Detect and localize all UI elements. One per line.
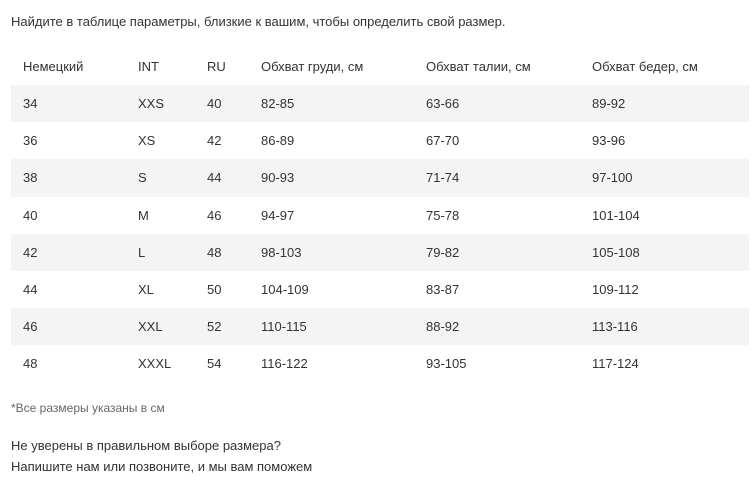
cell-waist: 79-82: [426, 244, 460, 260]
help-contact-text: Напишите нам или позвоните, и мы вам пом…: [11, 459, 313, 474]
cell-waist: 71-74: [426, 170, 460, 186]
cell-ru: 46: [207, 207, 222, 223]
cell-chest: 86-89: [261, 133, 295, 149]
cell-chest: 104-109: [261, 282, 309, 298]
help-message: Не уверены в правильном выборе размера? …: [11, 435, 312, 477]
cell-int: XXXL: [138, 356, 172, 372]
cell-ru: 50: [207, 282, 222, 298]
cell-german: 40: [23, 207, 38, 223]
size-table-body: 34 XXS 40 82-85 63-66 89-92 36 XS 42 86-…: [11, 85, 749, 383]
header-row: Немецкий INT RU Обхват груди, см Обхват …: [11, 48, 749, 85]
cell-waist: 93-105: [426, 356, 467, 372]
cell-chest: 110-115: [261, 319, 307, 335]
cell-chest: 90-93: [261, 170, 295, 186]
cell-hips: 97-100: [592, 170, 633, 186]
table-row: 48 XXXL 54 116-122 93-105 117-124: [11, 345, 749, 382]
cell-hips: 113-116: [592, 319, 638, 335]
cell-waist: 63-66: [426, 96, 460, 112]
header-german: Немецкий: [23, 59, 84, 74]
cell-ru: 54: [207, 356, 222, 372]
cell-waist: 88-92: [426, 319, 460, 335]
cell-ru: 48: [207, 244, 222, 260]
table-row: 36 XS 42 86-89 67-70 93-96: [11, 122, 749, 159]
cell-hips: 117-124: [592, 356, 639, 372]
header-int: INT: [138, 59, 159, 74]
cell-german: 42: [23, 244, 38, 260]
cell-hips: 89-92: [592, 96, 626, 112]
cell-int: XXS: [138, 96, 165, 112]
cell-waist: 67-70: [426, 133, 460, 149]
cell-german: 48: [23, 356, 38, 372]
cell-chest: 98-103: [261, 244, 302, 260]
cell-hips: 93-96: [592, 133, 626, 149]
size-chart-table: Немецкий INT RU Обхват груди, см Обхват …: [11, 48, 749, 383]
cell-german: 46: [23, 319, 38, 335]
table-row: 42 L 48 98-103 79-82 105-108: [11, 233, 749, 271]
cell-hips: 109-112: [592, 282, 639, 298]
cell-chest: 116-122: [261, 356, 308, 372]
cell-ru: 52: [207, 319, 222, 335]
table-row: 44 XL 50 104-109 83-87 109-112: [11, 271, 749, 308]
cell-german: 34: [23, 96, 38, 112]
table-row: 40 M 46 94-97 75-78 101-104: [11, 197, 749, 234]
cell-int: S: [138, 170, 147, 186]
sizes-unit-note: *Все размеры указаны в см: [11, 401, 165, 415]
table-row: 38 S 44 90-93 71-74 97-100: [11, 159, 749, 197]
cell-waist: 75-78: [426, 207, 460, 223]
cell-german: 44: [23, 282, 38, 298]
help-question: Не уверены в правильном выборе размера?: [11, 438, 281, 453]
cell-ru: 40: [207, 96, 222, 112]
cell-int: L: [138, 244, 146, 260]
cell-ru: 44: [207, 170, 222, 186]
cell-chest: 82-85: [261, 96, 295, 112]
cell-int: XS: [138, 133, 156, 149]
cell-hips: 105-108: [592, 244, 640, 260]
size-table-intro: Найдите в таблице параметры, близкие к в…: [11, 14, 506, 29]
cell-hips: 101-104: [592, 207, 640, 223]
cell-int: XXL: [138, 319, 163, 335]
header-waist: Обхват талии, см: [426, 59, 531, 74]
table-row: 34 XXS 40 82-85 63-66 89-92: [11, 85, 749, 123]
header-hips: Обхват бедер, см: [592, 59, 698, 74]
cell-german: 38: [23, 170, 38, 186]
cell-german: 36: [23, 133, 38, 149]
cell-int: M: [138, 207, 149, 223]
cell-ru: 42: [207, 133, 222, 149]
table-row: 46 XXL 52 110-115 88-92 113-116: [11, 308, 749, 346]
cell-chest: 94-97: [261, 207, 295, 223]
cell-waist: 83-87: [426, 282, 460, 298]
size-table-header: Немецкий INT RU Обхват груди, см Обхват …: [11, 48, 749, 85]
cell-int: XL: [138, 282, 154, 298]
header-ru: RU: [207, 59, 226, 74]
header-chest: Обхват груди, см: [261, 59, 364, 74]
